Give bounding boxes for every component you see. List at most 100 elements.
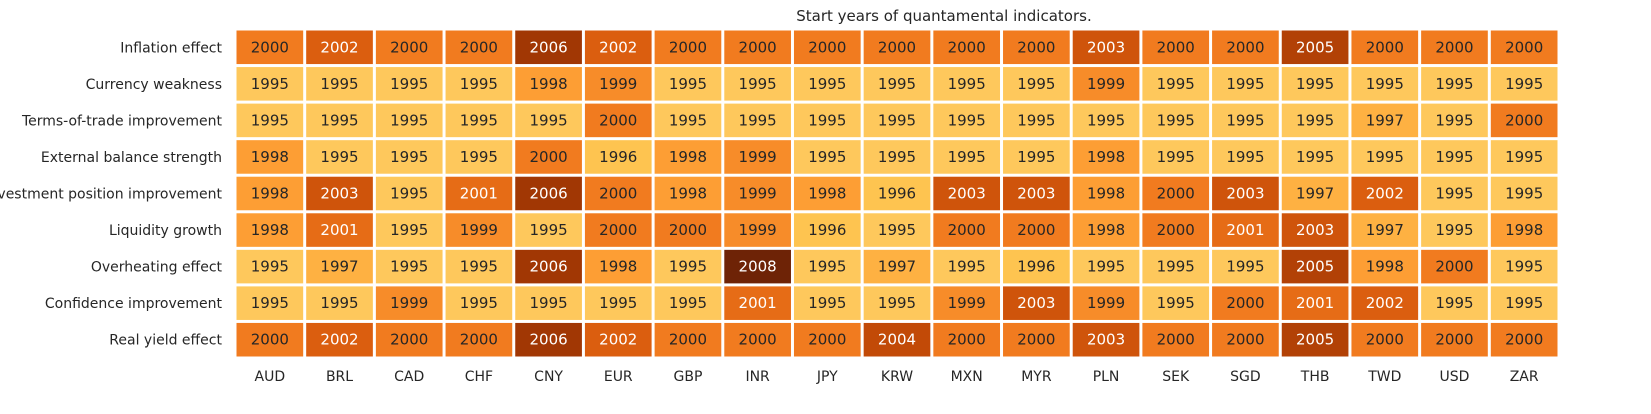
cell-value-label: 1999 xyxy=(1087,294,1125,312)
cell-value-label: 1999 xyxy=(1087,75,1125,93)
column-label: INR xyxy=(745,369,770,385)
cell-value-label: 1995 xyxy=(529,221,567,239)
heatmap-cell xyxy=(1072,67,1140,101)
column-label: EUR xyxy=(604,369,633,385)
cell-value-label: 1995 xyxy=(529,111,567,129)
cell-value-label: 1995 xyxy=(1435,221,1473,239)
cell-value-label: 2000 xyxy=(1505,38,1543,56)
column-label: PLN xyxy=(1093,369,1120,385)
heatmap-cell xyxy=(515,286,582,320)
heatmap-cell xyxy=(793,103,861,138)
heatmap-cell xyxy=(1421,322,1488,357)
heatmap-cell xyxy=(584,249,652,284)
cell-value-label: 2000 xyxy=(1157,331,1195,349)
heatmap-cell xyxy=(306,67,373,101)
row-label: Liquidity growth xyxy=(109,223,222,239)
heatmap-cell xyxy=(1003,67,1070,101)
cell-value-label: 1995 xyxy=(948,75,986,93)
column-label: ZAR xyxy=(1510,369,1539,385)
heatmap-cell xyxy=(1421,30,1488,65)
heatmap-cell xyxy=(724,213,791,247)
cell-value-label: 1995 xyxy=(1435,148,1473,166)
heatmap-cell xyxy=(1212,322,1279,357)
cell-value-label: 2001 xyxy=(739,294,777,312)
column-label: MXN xyxy=(951,369,983,385)
heatmap-cell xyxy=(515,67,582,101)
row-labels: Inflation effect Currency weakness Terms-o… xyxy=(0,40,223,348)
heatmap-cell xyxy=(1351,30,1419,65)
heatmap-cell xyxy=(1072,249,1140,284)
cell-value-label: 2005 xyxy=(1296,331,1334,349)
row-label: External balance strength xyxy=(41,150,222,166)
heatmap-cell xyxy=(515,322,582,357)
heatmap-cell xyxy=(654,140,722,174)
heatmap-cell xyxy=(584,213,652,247)
cell-value-label: 1995 xyxy=(669,294,707,312)
row-label: Real yield effect xyxy=(109,333,222,349)
cell-value-label: 2000 xyxy=(808,331,846,349)
cell-value-label: 2000 xyxy=(1435,258,1473,276)
heatmap-cell xyxy=(654,103,722,138)
heatmap-cell xyxy=(1142,67,1210,101)
cell-value-label: 1999 xyxy=(948,294,986,312)
row-label: Terms-of-trade improvement xyxy=(21,113,223,129)
heatmap-cell xyxy=(1281,140,1349,174)
row-label: Confidence improvement xyxy=(45,296,223,312)
heatmap-cell xyxy=(1003,103,1070,138)
cell-value-label: 1995 xyxy=(878,111,916,129)
cell-value-label: 2000 xyxy=(1435,38,1473,56)
cell-value-label: 1995 xyxy=(320,111,358,129)
cell-value-label: 1998 xyxy=(599,258,637,276)
cell-value-label: 1995 xyxy=(739,111,777,129)
heatmap-cell xyxy=(724,322,791,357)
heatmap-cell xyxy=(1281,249,1349,284)
cell-value-label: 1995 xyxy=(1017,75,1055,93)
cell-value-label: 1995 xyxy=(878,221,916,239)
heatmap-cell xyxy=(584,103,652,138)
heatmap-cell xyxy=(1142,249,1210,284)
cell-value-label: 2000 xyxy=(1366,331,1404,349)
cell-value-label: 1995 xyxy=(460,75,498,93)
column-label: JPY xyxy=(816,369,838,385)
column-label: AUD xyxy=(255,369,286,385)
cell-value-label: 1998 xyxy=(1087,221,1125,239)
heatmap-cell xyxy=(654,213,722,247)
heatmap-cell xyxy=(793,249,861,284)
cell-value-label: 1995 xyxy=(390,75,428,93)
heatmap-cell xyxy=(1490,67,1558,101)
cell-value-label: 1995 xyxy=(1157,75,1195,93)
cell-value-label: 2000 xyxy=(1157,38,1195,56)
column-label: CAD xyxy=(394,369,424,385)
heatmap-cell xyxy=(863,67,931,101)
heatmap-cell xyxy=(1003,286,1070,320)
cell-value-label: 2000 xyxy=(251,331,289,349)
cell-value-label: 1995 xyxy=(808,111,846,129)
cell-value-label: 2004 xyxy=(878,331,916,349)
column-label: CHF xyxy=(465,369,493,385)
cell-value-label: 2000 xyxy=(739,38,777,56)
heatmap-cell xyxy=(1490,249,1558,284)
cell-value-label: 1998 xyxy=(529,75,567,93)
cell-value-label: 1998 xyxy=(1087,185,1125,203)
heatmap-cell xyxy=(306,103,373,138)
heatmap-cell xyxy=(236,249,304,284)
cell-value-label: 2003 xyxy=(1017,294,1055,312)
cell-value-label: 1995 xyxy=(251,75,289,93)
cell-value-label: 2000 xyxy=(948,38,986,56)
cell-value-label: 1995 xyxy=(808,258,846,276)
heatmap-cell xyxy=(793,30,861,65)
heatmap-cell xyxy=(863,30,931,65)
cell-value-label: 1995 xyxy=(1435,294,1473,312)
heatmap-cells: 2000 2002 2000 2000 2006 2002 2000 2000 2000 2000… xyxy=(236,30,1558,357)
cell-value-label: 2000 xyxy=(599,185,637,203)
cell-value-label: 1995 xyxy=(878,75,916,93)
heatmap-cell xyxy=(1142,176,1210,211)
heatmap-cell xyxy=(1003,30,1070,65)
cell-value-label: 2000 xyxy=(1017,221,1055,239)
column-label: TWD xyxy=(1367,369,1401,385)
heatmap-cell xyxy=(1212,176,1279,211)
heatmap-cell xyxy=(654,249,722,284)
heatmap-cell xyxy=(1212,30,1279,65)
cell-value-label: 2000 xyxy=(460,38,498,56)
heatmap-cell xyxy=(933,103,1001,138)
